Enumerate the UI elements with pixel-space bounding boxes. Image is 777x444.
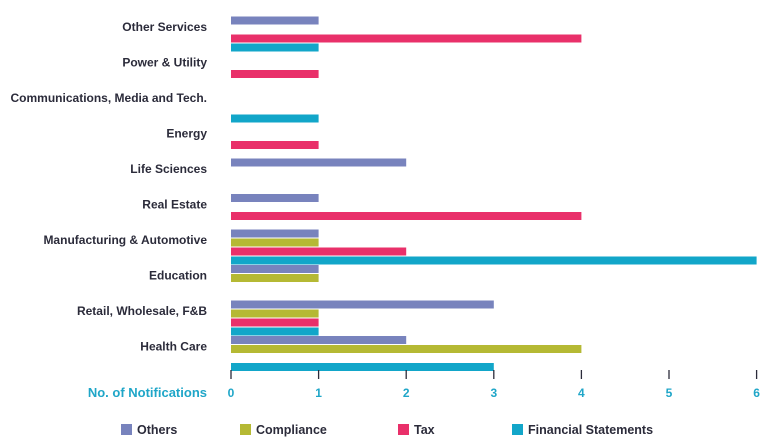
bar-financial-statements-manufacturing-automotive (231, 256, 757, 265)
x-tick-label-3: 3 (490, 386, 497, 400)
bar-others-retail-wholesale-f-b (231, 300, 494, 309)
legend-swatch-tax (398, 424, 409, 435)
x-tick-label-4: 4 (578, 386, 585, 400)
bar-others-real-estate (231, 194, 319, 202)
x-tick-label-6: 6 (753, 386, 760, 400)
category-label-health-care: Health Care (140, 340, 207, 354)
bar-compliance-manufacturing-automotive (231, 238, 319, 247)
bar-others-manufacturing-automotive (231, 229, 319, 238)
bar-tax-power-utility (231, 70, 319, 78)
bar-tax-other-services (231, 34, 582, 43)
bar-others-education (231, 265, 319, 273)
category-label-real-estate: Real Estate (142, 198, 207, 212)
bar-financial-statements-health-care (231, 363, 494, 371)
bar-tax-real-estate (231, 212, 582, 220)
x-tick-label-0: 0 (228, 386, 235, 400)
legend: Others Compliance Tax Financial Statements (121, 423, 653, 437)
category-label-manufacturing-automotive: Manufacturing & Automotive (43, 233, 207, 247)
category-label-power-utility: Power & Utility (122, 56, 207, 70)
x-tick-label-1: 1 (315, 386, 322, 400)
x-axis-title: No. of Notifications (88, 385, 207, 400)
bar-compliance-education (231, 274, 319, 282)
category-label-education: Education (149, 269, 207, 283)
category-label-energy: Energy (166, 127, 207, 141)
legend-label-others: Others (137, 423, 177, 437)
bar-others-health-care (231, 336, 407, 344)
x-tick-label-2: 2 (403, 386, 410, 400)
bar-others-other-services (231, 16, 319, 25)
bar-tax-energy (231, 141, 319, 149)
legend-swatch-others (121, 424, 132, 435)
x-tick-label-5: 5 (666, 386, 673, 400)
bar-tax-retail-wholesale-f-b (231, 318, 319, 327)
bar-financial-statements-other-services (231, 43, 319, 52)
legend-label-financial-statements: Financial Statements (528, 423, 653, 437)
bar-tax-manufacturing-automotive (231, 247, 407, 256)
legend-swatch-compliance (240, 424, 251, 435)
category-label-other-services: Other Services (122, 20, 207, 34)
legend-label-compliance: Compliance (256, 423, 327, 437)
category-label-life-sciences: Life Sciences (130, 162, 207, 176)
bar-compliance-retail-wholesale-f-b (231, 309, 319, 318)
bar-others-life-sciences (231, 158, 407, 167)
bars (231, 16, 757, 371)
bar-financial-statements-communications-media-and-tech (231, 114, 319, 123)
category-label-retail-wholesale-f-b: Retail, Wholesale, F&B (77, 304, 207, 318)
category-labels: Other Services Power & Utility Communicati… (11, 20, 208, 354)
legend-swatch-financial-statements (512, 424, 523, 435)
bar-financial-statements-retail-wholesale-f-b (231, 327, 319, 336)
bar-compliance-health-care (231, 345, 582, 353)
category-label-communications-media-and-tech: Communications, Media and Tech. (11, 91, 207, 105)
legend-label-tax: Tax (414, 423, 435, 437)
x-axis: No. of Notifications 0 1 2 3 4 5 6 (88, 370, 760, 400)
